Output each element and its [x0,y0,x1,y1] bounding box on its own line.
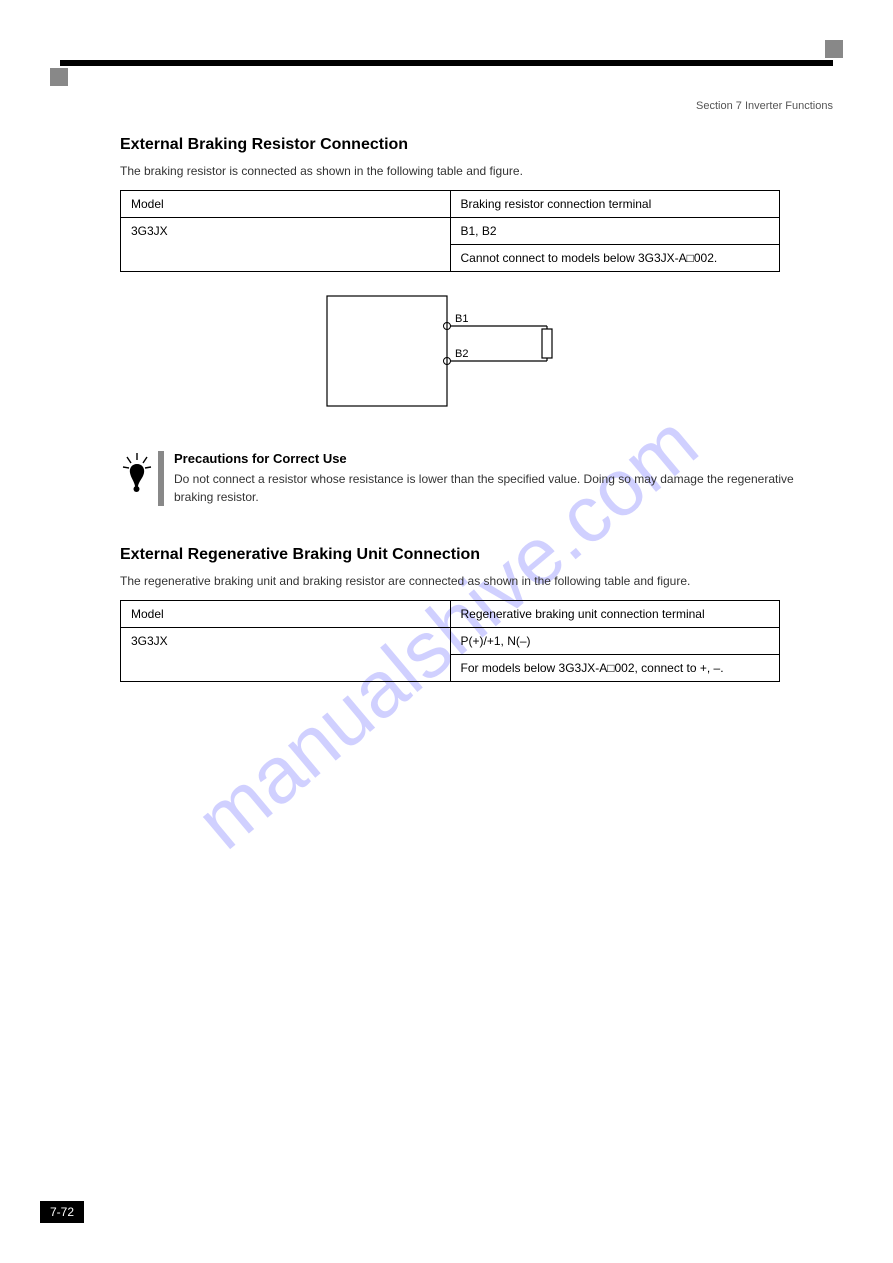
table-row: Model Braking resistor connection termin… [121,191,780,218]
spec-table: Model Braking resistor connection termin… [120,190,780,272]
section-heading: External Regenerative Braking Unit Conne… [120,546,833,564]
spec-table: Model Regenerative braking unit connecti… [120,600,780,682]
running-head: Section 7 Inverter Functions [60,100,833,112]
section-heading: External Braking Resistor Connection [120,136,833,154]
table-cell: For models below 3G3JX-A□002, connect to… [450,655,780,682]
note-body: Precautions for Correct Use Do not conne… [174,451,833,506]
table-cell: Model [121,601,451,628]
note-accent-bar [158,451,164,506]
table-row: Model Regenerative braking unit connecti… [121,601,780,628]
content-area: Section 7 Inverter Functions External Br… [60,100,833,696]
header-square-top-right [825,40,843,58]
note-title: Precautions for Correct Use [174,451,833,466]
page-number: 7-72 [40,1201,84,1223]
precaution-note: Precautions for Correct Use Do not conne… [120,451,833,506]
lightbulb-icon [120,451,154,500]
table-row: 3G3JX B1, B2 [121,218,780,245]
table-cell: B1, B2 [450,218,780,245]
header-rule [60,60,833,66]
table-cell: 3G3JX [121,628,451,682]
table-cell: Braking resistor connection terminal [450,191,780,218]
intro-text: The braking resistor is connected as sho… [120,162,833,180]
wiring-diagram: B1 B2 [297,286,597,431]
table-cell: Cannot connect to models below 3G3JX-A□0… [450,245,780,272]
intro-text: The regenerative braking unit and brakin… [120,572,833,590]
table-cell: 3G3JX [121,218,451,272]
terminal-label-b1: B1 [455,313,468,325]
table-cell: P(+)/+1, N(–) [450,628,780,655]
note-text: Do not connect a resistor whose resistan… [174,470,833,506]
table-row: 3G3JX P(+)/+1, N(–) [121,628,780,655]
header-square-bottom-left [50,68,68,86]
terminal-label-b2: B2 [455,348,468,360]
table-cell: Model [121,191,451,218]
page: manualshive.com Section 7 Inverter Funct… [0,0,893,1263]
table-cell: Regenerative braking unit connection ter… [450,601,780,628]
